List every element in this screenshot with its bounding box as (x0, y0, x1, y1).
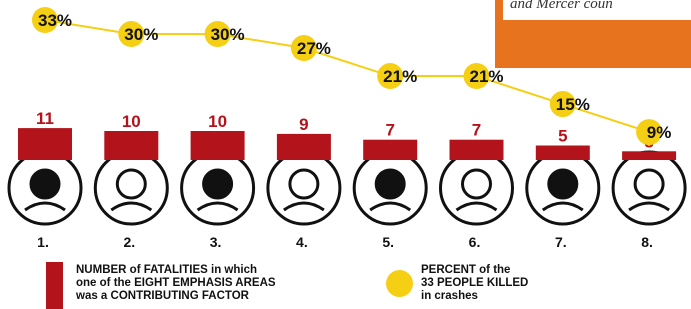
point-value-label: 21% (383, 67, 417, 86)
bar (18, 128, 72, 160)
bar-value-label: 5 (558, 127, 567, 146)
point-value-label: 27% (297, 39, 331, 58)
bar (104, 131, 158, 160)
bar (536, 146, 590, 161)
legend-swatch-dot (386, 270, 413, 297)
legend-label: PERCENT of the 33 PEOPLE KILLED in crash… (421, 264, 528, 303)
icon-circle (441, 152, 513, 224)
point-value-label: 9% (647, 123, 672, 142)
bar-value-label: 11 (36, 109, 54, 128)
icon-glyph (204, 170, 232, 198)
bar (277, 134, 331, 160)
bar-value-label: 7 (472, 121, 481, 140)
icon-circle (95, 152, 167, 224)
point-value-label: 33% (38, 11, 72, 30)
category-label: 3. (210, 234, 222, 250)
category-label: 8. (641, 234, 653, 250)
point-value-label: 30% (211, 25, 245, 44)
category-label: 1. (37, 234, 49, 250)
category-label: 7. (555, 234, 567, 250)
chart: 1.2.3.4.5.6.7.8.1110109775333%30%30%27%2… (0, 0, 691, 309)
legend-label: NUMBER of FATALITIES in which one of the… (76, 264, 276, 303)
bar-value-label: 10 (208, 112, 227, 131)
bar (363, 140, 417, 160)
icon-glyph (376, 170, 404, 198)
legend-swatch-bar (46, 262, 63, 309)
category-label: 2. (123, 234, 135, 250)
category-label: 6. (469, 234, 481, 250)
point-value-label: 30% (124, 25, 158, 44)
bar (191, 131, 245, 160)
infographic: 1.2.3.4.5.6.7.8.1110109775333%30%30%27%2… (0, 0, 691, 309)
icon-glyph (549, 170, 577, 198)
point-value-label: 21% (469, 67, 503, 86)
bar (622, 151, 676, 160)
icon-circle (613, 152, 685, 224)
icon-circle (268, 152, 340, 224)
bar-value-label: 9 (299, 115, 308, 134)
bar (450, 140, 504, 160)
bar-value-label: 10 (122, 112, 141, 131)
category-label: 5. (382, 234, 394, 250)
bar-value-label: 7 (385, 121, 394, 140)
icon-glyph (31, 170, 59, 198)
category-label: 4. (296, 234, 308, 250)
point-value-label: 15% (556, 95, 590, 114)
annotation: and Mercer coun (510, 0, 613, 13)
